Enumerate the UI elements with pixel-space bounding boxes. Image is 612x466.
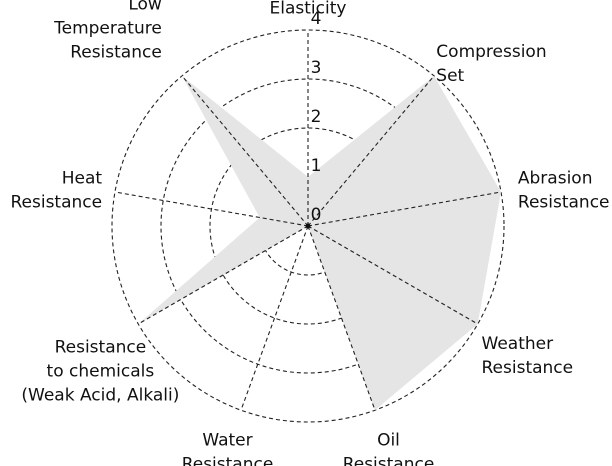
spoke-water-resistance — [240, 225, 309, 411]
axis-label-line: Resistance — [182, 455, 274, 466]
axis-label-line: Temperature — [53, 19, 162, 39]
spoke-oil-resistance — [307, 225, 376, 411]
tick-label-0: 0 — [311, 205, 322, 225]
axis-label-line: Resistance — [518, 193, 610, 213]
tick-label-2: 2 — [311, 107, 322, 127]
axis-label-compression-set: Compression Set — [436, 42, 546, 86]
spoke-layer — [114, 30, 502, 411]
axis-label-line: Weather — [482, 334, 554, 354]
axis-label-line: Resistance — [343, 455, 435, 466]
axis-label-water-resistance: Water Resistance — [182, 431, 274, 466]
axis-label-line: Compression — [436, 42, 546, 62]
axis-label-line: Heat — [62, 169, 103, 189]
axis-label-line: to chemicals — [47, 361, 155, 381]
axis-label-line: (Weak Acid, Alkali) — [21, 385, 179, 405]
data-area — [138, 75, 502, 411]
axis-label-line: Resistance — [55, 337, 147, 357]
axis-label-line: Set — [436, 66, 464, 86]
axis-label-elasticity: Elasticity — [270, 0, 347, 18]
axis-label-line: Resistance — [482, 358, 574, 378]
axis-label-line: Water — [202, 431, 252, 451]
spoke-heat-resistance — [114, 191, 309, 227]
axis-label-line: Low — [128, 0, 162, 15]
axis-label-oil-resistance: Oil Resistance — [343, 431, 435, 466]
center-point — [305, 223, 311, 229]
area-layer — [138, 75, 502, 411]
tick-label-1: 1 — [311, 156, 322, 176]
axis-label-low-temperature-resistance: Low Temperature Resistance — [53, 0, 162, 63]
axis-label-line: Resistance — [70, 43, 162, 63]
axis-label-chemical-resistance: Resistance to chemicals (Weak Acid, Alkali… — [21, 337, 179, 405]
grid-circle-4 — [111, 29, 505, 423]
tick-label-4: 4 — [311, 9, 322, 29]
axis-label-line: Abrasion — [518, 169, 593, 189]
axis-label-abrasion-resistance: Abrasion Resistance — [518, 169, 610, 213]
axis-label-weather-resistance: Weather Resistance — [482, 334, 574, 378]
axis-label-heat-resistance: Heat Resistance — [10, 169, 102, 213]
axis-label-line: Oil — [377, 431, 400, 451]
tick-layer: 0 1 2 3 4 — [311, 9, 322, 225]
axis-label-line: Resistance — [10, 193, 102, 213]
spoke-low-temperature-resistance — [181, 75, 309, 227]
axis-label-line: Elasticity — [270, 0, 347, 18]
spoke-chemical-resistance — [138, 225, 309, 325]
spoke-weather-resistance — [307, 225, 478, 325]
spoke-compression-set — [307, 75, 435, 227]
label-layer: Elasticity Compression Set Abrasion Resistan… — [10, 0, 609, 466]
tick-label-3: 3 — [311, 58, 322, 78]
spoke-abrasion-resistance — [307, 191, 502, 227]
